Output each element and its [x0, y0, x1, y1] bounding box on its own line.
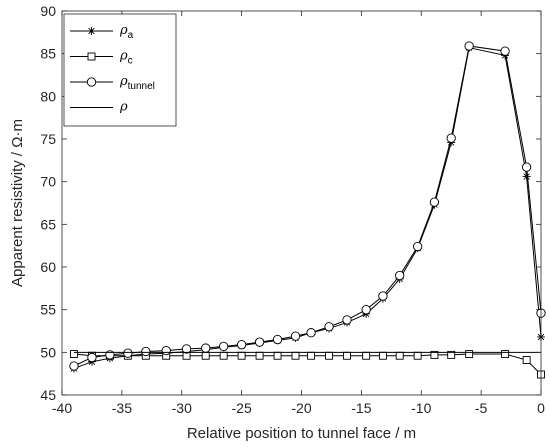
data-point-square: [362, 351, 371, 360]
data-point-circle: [429, 197, 440, 207]
y-tick-label: 80: [40, 88, 56, 104]
data-point-circle: [378, 291, 388, 301]
data-point-square: [343, 351, 351, 360]
data-point-square: [307, 351, 316, 360]
data-point-square: [237, 351, 246, 360]
data-point-circle: [141, 346, 151, 357]
data-point-asterisk: [522, 172, 531, 181]
legend-label-main: ρ: [119, 23, 128, 38]
data-point-circle: [123, 348, 133, 358]
y-tick-label: 45: [40, 387, 56, 403]
data-point-square: [201, 351, 210, 360]
data-point-circle: [201, 343, 211, 353]
data-point-square: [430, 350, 439, 359]
x-tick-label: -35: [112, 400, 132, 416]
y-tick-label: 75: [40, 131, 56, 147]
data-point-square: [325, 351, 333, 360]
data-point-circle: [464, 41, 474, 51]
legend-label-subscript: tunnel: [128, 81, 155, 92]
data-point-circle: [306, 328, 316, 338]
legend-label-main: ρ: [119, 49, 128, 64]
y-tick-label: 90: [40, 3, 56, 19]
data-point-square: [501, 350, 510, 358]
data-point-circle: [413, 241, 423, 252]
data-point-circle: [324, 322, 334, 332]
x-tick-label: -10: [411, 400, 431, 416]
x-tick-label: -5: [475, 400, 488, 416]
legend-entry-3: ρtunnel: [70, 74, 155, 92]
data-point-circle: [69, 361, 79, 371]
axes-layer: -40 -35 -30 -25 -20 -15 -10 -5 0 45 50 55 60 65 70 75 80…: [40, 3, 545, 416]
data-point-circle: [446, 133, 456, 143]
legend-label: ρc: [119, 49, 133, 67]
data-point-square: [395, 351, 404, 360]
data-point-circle: [181, 344, 192, 354]
y-tick-label: 85: [40, 46, 56, 62]
data-point-circle: [161, 345, 171, 356]
data-point-square: [255, 351, 264, 360]
x-tick-label: 0: [537, 400, 545, 416]
data-point-circle: [395, 270, 405, 281]
series-layer: [69, 41, 546, 379]
data-point-circle: [219, 341, 229, 352]
x-tick-label: -20: [291, 400, 311, 416]
y-tick-label: 55: [40, 302, 56, 318]
legend-label-main: ρ: [119, 74, 128, 89]
data-point-square: [522, 356, 531, 364]
legend-label: ρ: [119, 100, 128, 115]
data-point-square: [447, 350, 456, 359]
data-point-circle: [521, 162, 532, 172]
legend-label-subscript: c: [128, 56, 133, 67]
legend-label: ρa: [119, 23, 134, 41]
x-tick-label: -15: [351, 400, 371, 416]
legend-marker-asterisk: [87, 27, 96, 35]
y-axis-title: Apparent resistivity / Ω·m: [9, 119, 26, 287]
data-point-circle: [342, 315, 352, 325]
legend-label: ρtunnel: [119, 74, 155, 92]
data-point-square: [378, 351, 387, 360]
y-tick-label: 65: [40, 216, 56, 232]
y-tick-label: 60: [40, 259, 56, 275]
data-point-square: [413, 351, 422, 360]
x-tick-label: -40: [52, 400, 72, 416]
data-point-circle: [87, 352, 97, 363]
x-axis-title: Relative position to tunnel face / m: [187, 425, 416, 442]
x-tick-label: -25: [232, 400, 252, 416]
x-tick-label: -30: [172, 400, 192, 416]
data-point-circle: [254, 337, 265, 347]
y-tick-label: 70: [40, 174, 56, 190]
data-point-circle: [500, 46, 510, 56]
data-point-circle: [272, 334, 283, 345]
y-tick-label: 50: [40, 344, 56, 360]
data-point-square: [273, 351, 282, 360]
data-point-circle: [290, 331, 301, 341]
data-point-square: [465, 350, 474, 358]
data-point-square: [291, 351, 300, 360]
legend-marker-square: [87, 52, 96, 61]
legend-entry-1: ρa: [70, 23, 134, 41]
legend-label-main: ρ: [119, 100, 128, 115]
data-point-square: [219, 351, 228, 360]
legend-entry-2: ρc: [70, 49, 133, 67]
data-point-circle: [236, 340, 247, 350]
legend-label-subscript: a: [128, 30, 134, 41]
legend-entry-4: ρ: [70, 100, 128, 115]
data-point-square: [70, 350, 78, 358]
legend-marker-circle: [86, 77, 97, 87]
data-point-circle: [361, 305, 371, 315]
